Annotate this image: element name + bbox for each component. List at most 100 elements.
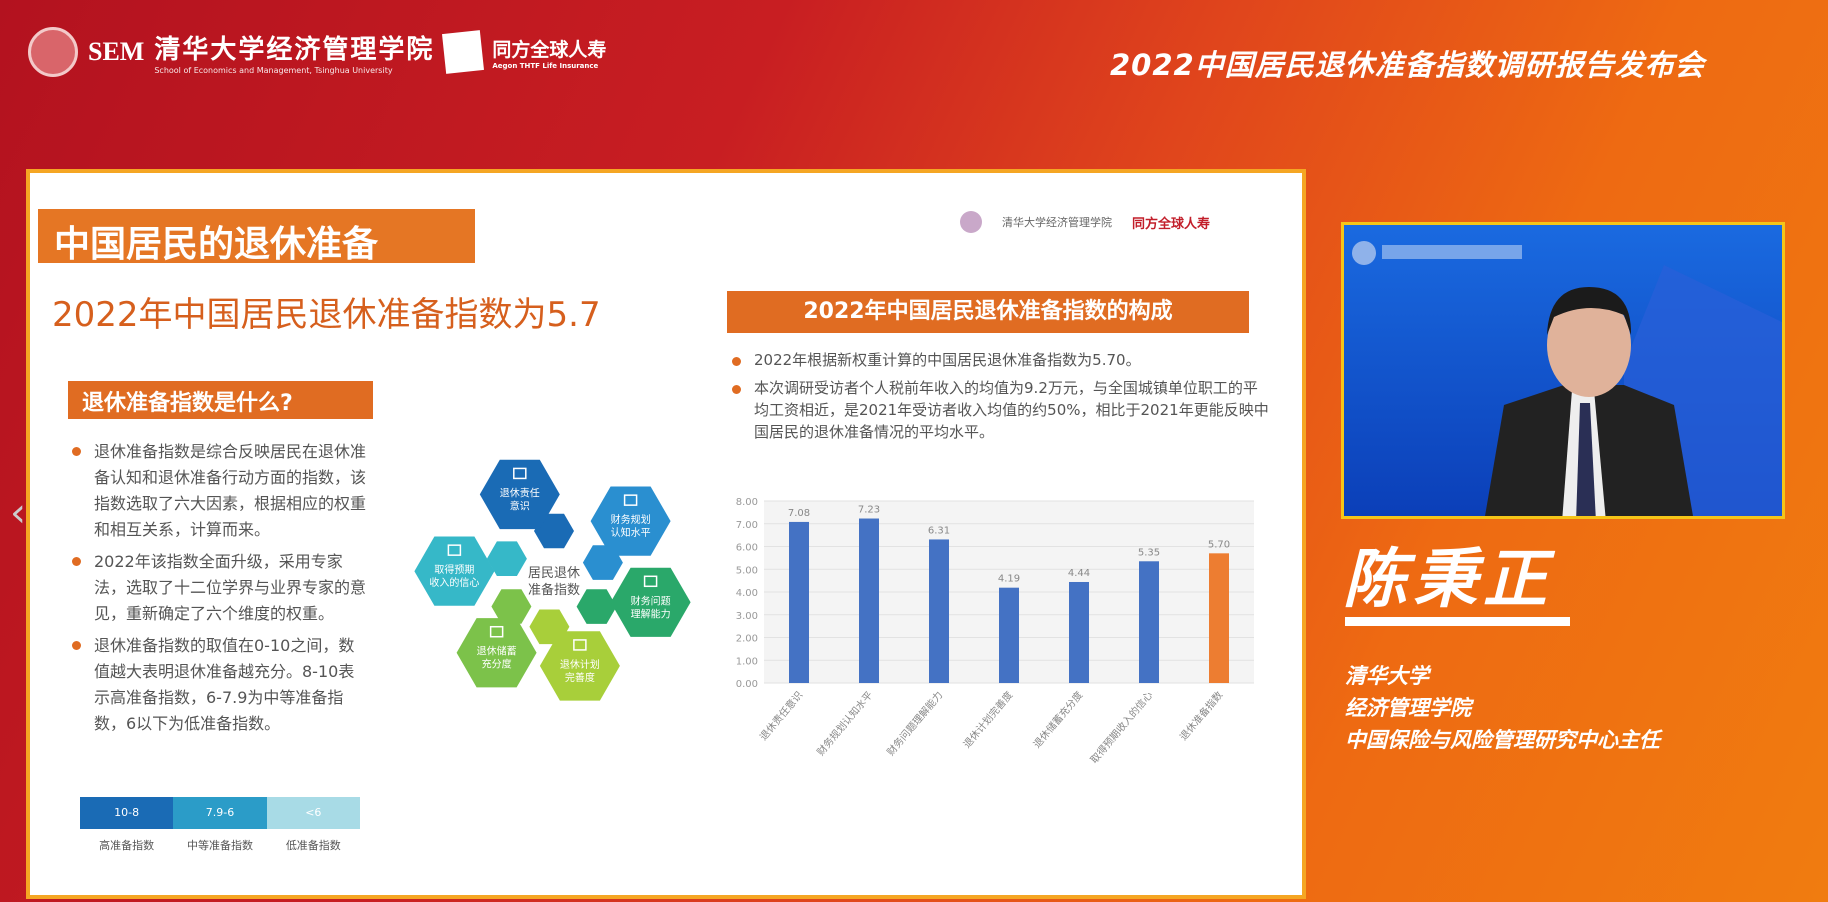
x-tick-label: 退休准备指数 xyxy=(1177,689,1226,743)
sem-logo: SEM xyxy=(88,37,145,66)
composition-heading: 2022年中国居民退休准备指数的构成 xyxy=(727,291,1249,333)
dimension-label: 收入的信心 xyxy=(429,576,479,589)
speaker-face xyxy=(1547,293,1631,397)
dimension-hex xyxy=(456,618,537,688)
legend-high: 10-8 xyxy=(80,797,174,829)
speaker-tie xyxy=(1576,403,1596,516)
dimension-label: 退休计划 xyxy=(560,658,600,671)
x-tick-label: 退休责任意识 xyxy=(757,689,806,743)
slide-subtitle: 2022年中国居民退休准备指数为5.7 xyxy=(52,295,601,335)
connector-hex xyxy=(491,589,532,624)
y-tick-label: 1.00 xyxy=(736,656,758,667)
data-label: 6.31 xyxy=(928,525,950,536)
seal-icon xyxy=(960,211,982,233)
bar xyxy=(929,539,949,683)
school-name: 清华大学经济管理学院 xyxy=(154,35,435,65)
partner-name: 同方全球人寿 xyxy=(492,38,607,61)
video-logo-icon xyxy=(1352,241,1376,265)
affiliation-line: 清华大学 xyxy=(1345,664,1429,688)
dimension-hex xyxy=(590,486,671,556)
speaker-video xyxy=(1341,222,1785,519)
data-label: 5.70 xyxy=(1208,539,1230,550)
bar xyxy=(1139,561,1159,683)
video-logo-text xyxy=(1382,245,1522,259)
y-tick-label: 7.00 xyxy=(736,520,758,531)
index-level-legend: 10-8 7.9-6 <6 xyxy=(80,797,360,829)
bullet: 退休准备指数是综合反映居民在退休准备认知和退休准备行动方面的指数，该指数选取了六… xyxy=(70,439,370,543)
dimension-label: 理解能力 xyxy=(631,607,671,620)
speaker-hair xyxy=(1547,287,1632,335)
wallet-icon xyxy=(447,544,462,556)
legend-label: 中等准备指数 xyxy=(186,839,253,852)
dimension-hex xyxy=(539,631,620,701)
y-tick-label: 2.00 xyxy=(736,634,758,645)
x-tick-label: 财务规划认知水平 xyxy=(814,689,875,759)
school-name-en: School of Economics and Management, Tsin… xyxy=(154,66,393,75)
speaker-name: 陈秉正 xyxy=(1343,543,1553,617)
bar xyxy=(1069,581,1089,683)
what-is-index-heading: 退休准备指数是什么? xyxy=(68,381,373,419)
x-tick-label: 退休储蓄充分度 xyxy=(1030,689,1085,751)
calendar-icon xyxy=(573,639,587,651)
y-tick-label: 3.00 xyxy=(736,611,758,622)
dimension-label: 退休责任 xyxy=(500,486,540,499)
legend-low: <6 xyxy=(266,797,360,829)
right-bullets: 2022年根据新权重计算的中国居民退休准备指数为5.70。 本次调研受访者个人税… xyxy=(730,349,1270,449)
dimension-label: 充分度 xyxy=(482,658,512,671)
dimension-label: 取得预期 xyxy=(434,564,474,576)
name-underline xyxy=(1345,617,1570,626)
affiliation-line: 经济管理学院 xyxy=(1345,696,1471,720)
dimension-label: 财务问题 xyxy=(631,594,671,607)
speaker-affiliation: 清华大学 经济管理学院 中国保险与风险管理研究中心主任 xyxy=(1345,660,1660,756)
partner-name-en: Aegon THTF Life Insurance xyxy=(492,61,599,70)
slide-title: 中国居民的退休准备 xyxy=(38,209,475,265)
document-icon xyxy=(643,575,658,588)
slide-logos: 清华大学经济管理学院 同方全球人寿 xyxy=(960,211,1210,233)
slide-logo-partner: 同方全球人寿 xyxy=(1132,216,1211,232)
x-tick-label: 财务问题理解能力 xyxy=(884,689,945,759)
center-label: 准备指数 xyxy=(528,582,580,598)
legend-labels: 高准备指数 中等准备指数 低准备指数 xyxy=(80,837,360,853)
connector-hex xyxy=(534,513,574,549)
dimension-label: 退休储蓄 xyxy=(477,645,517,658)
affiliation-line: 中国保险与风险管理研究中心主任 xyxy=(1345,728,1660,752)
bar xyxy=(1209,553,1229,683)
y-tick-label: 4.00 xyxy=(736,588,758,599)
dimension-label: 完善度 xyxy=(565,671,595,684)
y-tick-label: 6.00 xyxy=(736,543,758,554)
aegon-logo-icon xyxy=(442,30,485,74)
y-tick-label: 5.00 xyxy=(736,565,758,576)
dimension-hex xyxy=(479,459,560,530)
bullet: 退休准备指数的取值在0-10之间，数值越大表明退休准备越充分。8-10表示高准备… xyxy=(70,633,370,737)
dimension-label: 认知水平 xyxy=(611,526,651,539)
legend-label: 低准备指数 xyxy=(285,839,341,852)
bar xyxy=(999,587,1019,683)
data-label: 4.19 xyxy=(998,574,1020,585)
presentation-slide: 中国居民的退休准备 清华大学经济管理学院 同方全球人寿 2022年中国居民退休准… xyxy=(26,169,1306,899)
top-logo-bar: SEM 清华大学经济管理学院 School of Economics and Ma… xyxy=(28,24,606,80)
bank-icon xyxy=(623,494,638,506)
x-tick-label: 退休计划完善度 xyxy=(960,689,1015,751)
bullet: 2022年根据新权重计算的中国居民退休准备指数为5.70。 xyxy=(730,349,1270,371)
legend-mid: 7.9-6 xyxy=(173,797,267,829)
bullet: 本次调研受访者个人税前年收入的均值为9.2万元，与全国城镇单位职工的平均工资相近… xyxy=(730,377,1270,443)
bullet: 2022年该指数全面升级，采用专家法，选取了十二位学界与业界专家的意见，重新确定… xyxy=(70,549,370,627)
center-label: 居民退休 xyxy=(528,566,580,581)
dimension-hex xyxy=(610,567,691,637)
dimension-label: 意识 xyxy=(510,499,530,512)
data-label: 7.08 xyxy=(788,508,810,519)
connector-hex xyxy=(576,589,617,624)
x-tick-label: 取得预期收入的信心 xyxy=(1087,689,1155,766)
dimension-hex xyxy=(414,536,495,606)
composition-bar-chart: 0.00 1.00 2.00 3.00 4.00 5.00 6.00 7.00 8.00 7.08… xyxy=(736,497,1254,766)
bar xyxy=(859,518,879,683)
data-label: 4.44 xyxy=(1068,568,1090,579)
previous-slide-arrow-icon[interactable]: ‹ xyxy=(10,490,26,536)
connector-hex xyxy=(486,541,527,576)
bar xyxy=(789,521,809,683)
speaker-video-frame xyxy=(1352,241,1782,516)
legend-label: 高准备指数 xyxy=(99,839,155,852)
slide-logo-school: 清华大学经济管理学院 xyxy=(1002,216,1112,229)
event-title: 2022中国居民退休准备指数调研报告发布会 xyxy=(1110,48,1705,82)
